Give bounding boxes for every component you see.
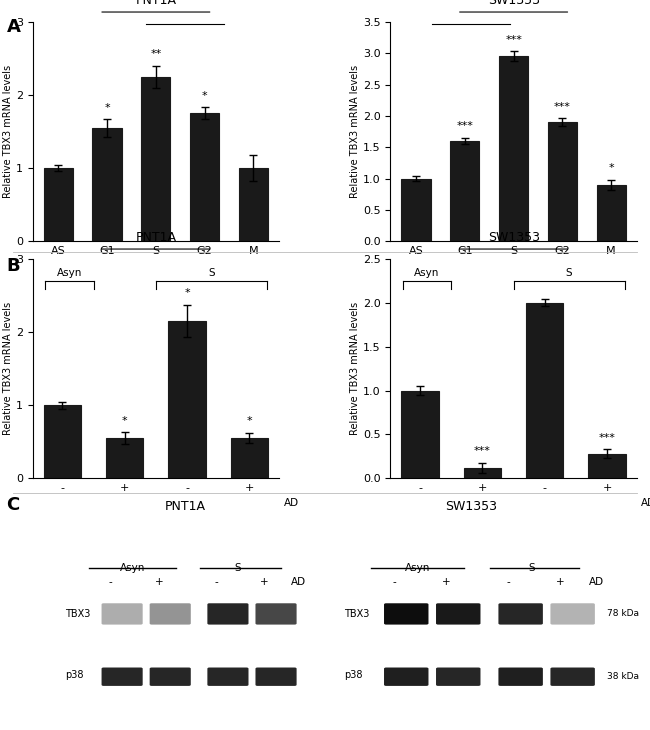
Text: S: S xyxy=(235,563,241,573)
Text: p38: p38 xyxy=(344,670,363,680)
Text: 78 kDa: 78 kDa xyxy=(607,610,639,618)
Y-axis label: Relative TBX3 mRNA levels: Relative TBX3 mRNA levels xyxy=(350,65,360,198)
Text: AD: AD xyxy=(589,577,604,587)
FancyBboxPatch shape xyxy=(499,667,543,686)
Text: AD: AD xyxy=(283,498,299,508)
Bar xyxy=(190,113,219,242)
Y-axis label: Relative TBX3 mRNA levels: Relative TBX3 mRNA levels xyxy=(3,65,13,198)
Text: S: S xyxy=(208,268,214,277)
Text: S: S xyxy=(528,563,535,573)
FancyBboxPatch shape xyxy=(150,667,191,686)
Text: PNT1A: PNT1A xyxy=(135,231,176,244)
Text: +: + xyxy=(441,577,450,587)
Bar xyxy=(141,77,170,242)
Text: +: + xyxy=(260,577,269,587)
Text: ***: *** xyxy=(474,446,491,456)
Bar xyxy=(402,391,439,478)
FancyBboxPatch shape xyxy=(255,667,296,686)
FancyBboxPatch shape xyxy=(384,603,428,625)
Bar xyxy=(239,168,268,242)
Bar xyxy=(450,141,480,242)
Text: ***: *** xyxy=(456,121,473,131)
Bar xyxy=(548,122,577,242)
Text: -: - xyxy=(392,577,396,587)
Text: *: * xyxy=(608,164,614,173)
Text: Asyn: Asyn xyxy=(414,268,439,277)
Bar xyxy=(464,468,501,478)
Text: SW1353: SW1353 xyxy=(488,0,540,7)
Bar xyxy=(526,303,564,478)
Text: B: B xyxy=(6,257,20,275)
Bar xyxy=(402,179,431,242)
Text: AD: AD xyxy=(642,498,650,508)
Text: AD: AD xyxy=(291,577,306,587)
Text: S: S xyxy=(566,268,573,277)
Text: A: A xyxy=(6,18,20,36)
Text: SW1353: SW1353 xyxy=(445,500,497,513)
Text: **: ** xyxy=(150,49,161,59)
FancyBboxPatch shape xyxy=(551,667,595,686)
Text: +: + xyxy=(155,577,163,587)
Text: ***: *** xyxy=(599,433,616,443)
Bar xyxy=(92,128,122,242)
FancyBboxPatch shape xyxy=(436,667,480,686)
FancyBboxPatch shape xyxy=(150,603,191,625)
Text: Asyn: Asyn xyxy=(120,563,145,573)
Bar xyxy=(168,321,205,478)
Y-axis label: Relative TBX3 mRNA levels: Relative TBX3 mRNA levels xyxy=(3,302,13,435)
Text: Asyn: Asyn xyxy=(57,268,82,277)
Text: *: * xyxy=(104,103,110,112)
Y-axis label: Relative TBX3 mRNA levels: Relative TBX3 mRNA levels xyxy=(350,302,360,435)
FancyBboxPatch shape xyxy=(101,603,143,625)
Text: -: - xyxy=(506,577,510,587)
Text: SW1353: SW1353 xyxy=(488,231,540,244)
Bar xyxy=(597,185,626,242)
Text: 38 kDa: 38 kDa xyxy=(607,672,639,681)
Text: PNT1A: PNT1A xyxy=(135,0,176,7)
Text: C: C xyxy=(6,496,20,515)
Text: p38: p38 xyxy=(65,670,83,680)
Text: TBX3: TBX3 xyxy=(344,609,370,619)
Bar xyxy=(44,405,81,478)
Bar xyxy=(588,454,626,478)
Text: *: * xyxy=(246,416,252,426)
FancyBboxPatch shape xyxy=(101,667,143,686)
Text: TBX3: TBX3 xyxy=(65,609,90,619)
Text: -: - xyxy=(109,577,112,587)
Text: +: + xyxy=(556,577,565,587)
FancyBboxPatch shape xyxy=(207,603,248,625)
Text: ***: *** xyxy=(505,35,522,45)
FancyBboxPatch shape xyxy=(436,603,480,625)
FancyBboxPatch shape xyxy=(499,603,543,625)
Text: ***: *** xyxy=(554,102,571,112)
Text: -: - xyxy=(214,577,218,587)
FancyBboxPatch shape xyxy=(255,603,296,625)
Bar xyxy=(231,438,268,478)
Bar xyxy=(499,56,528,242)
Bar xyxy=(44,168,73,242)
Bar xyxy=(106,438,144,478)
Text: PNT1A: PNT1A xyxy=(164,500,206,513)
Text: *: * xyxy=(184,288,190,299)
FancyBboxPatch shape xyxy=(384,667,428,686)
FancyBboxPatch shape xyxy=(207,667,248,686)
Text: *: * xyxy=(202,91,207,101)
Text: *: * xyxy=(122,415,127,426)
Text: Asyn: Asyn xyxy=(404,563,430,573)
FancyBboxPatch shape xyxy=(551,603,595,625)
